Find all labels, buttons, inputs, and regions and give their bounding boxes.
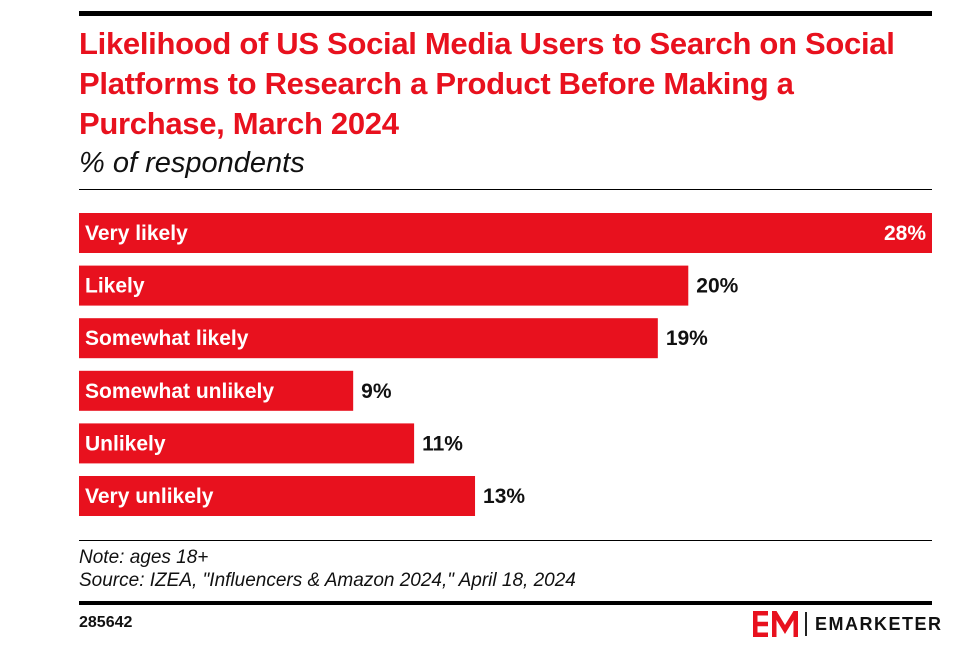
- em-logo-icon: [753, 611, 798, 637]
- bar-chart: Very likely 28% Likely 20% Somewhat likely 19…: [79, 213, 932, 516]
- logo-separator: [805, 612, 807, 636]
- bar-very-likely: [79, 213, 932, 253]
- top-rule: [79, 11, 932, 16]
- value-label-somewhat-unlikely: 9%: [361, 380, 392, 403]
- value-label-likely: 20%: [696, 275, 738, 298]
- chart-id: 285642: [79, 614, 133, 631]
- bar-very-unlikely: [79, 476, 476, 516]
- note-rule: [79, 540, 932, 541]
- subtitle-rule: [79, 189, 932, 190]
- bar-somewhat-unlikely: [79, 370, 354, 411]
- chart-subtitle: % of respondents: [79, 147, 305, 179]
- brand-name: EMARKETER: [815, 613, 943, 634]
- value-label-very-unlikely: 13%: [483, 485, 525, 508]
- category-label-somewhat-likely: Somewhat likely: [85, 327, 249, 350]
- chart-source: Source: IZEA, "Influencers & Amazon 2024…: [79, 570, 576, 591]
- chart-title: Likelihood of US Social Media Users to S…: [79, 26, 895, 141]
- category-label-likely: Likely: [85, 275, 145, 298]
- category-label-unlikely: Unlikely: [85, 432, 166, 455]
- bar-somewhat-likely: [79, 318, 658, 359]
- bar-likely: [79, 265, 689, 306]
- value-label-very-likely: 28%: [884, 222, 926, 245]
- value-label-unlikely: 11%: [422, 432, 463, 455]
- emarketer-logo: EMARKETER: [753, 609, 943, 639]
- chart-note: Note: ages 18+: [79, 547, 209, 568]
- value-label-somewhat-likely: 19%: [666, 327, 708, 350]
- bar-unlikely: [79, 423, 415, 464]
- category-label-very-likely: Very likely: [85, 222, 188, 245]
- category-label-very-unlikely: Very unlikely: [85, 485, 214, 508]
- bottom-rule: [79, 601, 932, 605]
- category-label-somewhat-unlikely: Somewhat unlikely: [85, 380, 274, 403]
